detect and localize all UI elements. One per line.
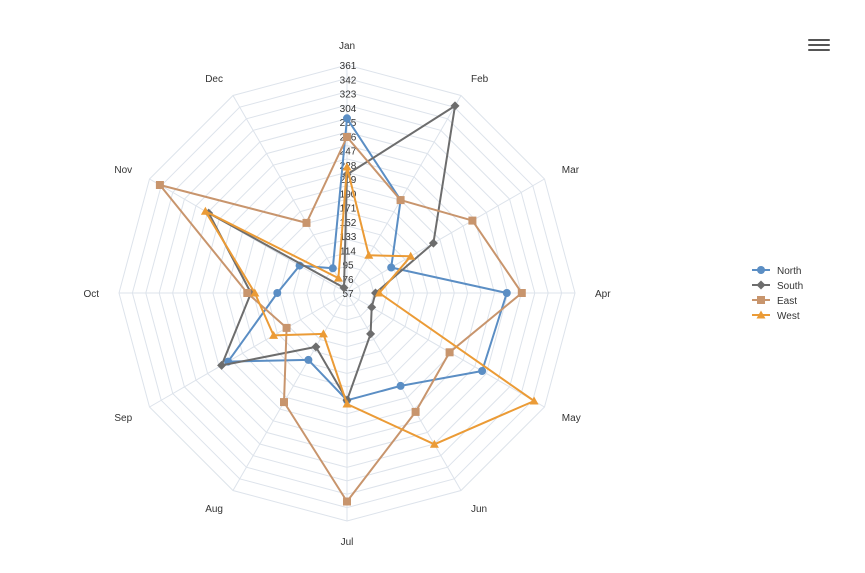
legend-label-north: North (777, 266, 801, 277)
category-label-jul: Jul (341, 537, 354, 548)
legend-marker-west[interactable] (756, 310, 766, 319)
data-point-west-nov[interactable] (200, 206, 210, 215)
radial-tick-label: 342 (340, 75, 357, 86)
data-point-west-sep[interactable] (269, 330, 279, 339)
data-point-west-oct[interactable] (250, 288, 260, 297)
grid-spoke (232, 292, 348, 491)
radial-tick-label: 57 (342, 289, 354, 300)
category-label-feb: Feb (471, 74, 489, 85)
radial-tick-label: 190 (340, 189, 357, 200)
category-labels: Jan Feb Mar Apr May Jun Jul Aug Sep Oct Nov Dec (83, 41, 611, 548)
radial-tick-label: 209 (340, 175, 357, 186)
category-label-aug: Aug (205, 504, 223, 515)
radial-tick-label: 285 (340, 118, 357, 129)
legend-label-west: West (777, 311, 800, 322)
data-point-east-apr[interactable] (517, 289, 526, 297)
category-label-jun: Jun (471, 504, 487, 515)
radial-tick-label: 133 (340, 232, 357, 243)
data-point-north-jun[interactable] (396, 381, 405, 390)
data-point-west-apr[interactable] (374, 288, 384, 297)
category-label-jan: Jan (339, 41, 355, 52)
series-east (155, 133, 526, 506)
data-point-east-jul[interactable] (343, 497, 351, 506)
data-point-north-oct[interactable] (273, 289, 282, 297)
data-point-south-mar[interactable] (428, 238, 438, 248)
data-point-south-may[interactable] (367, 302, 377, 312)
legend[interactable]: North South East West (752, 266, 803, 322)
series-west (200, 162, 539, 448)
data-point-east-oct[interactable] (243, 289, 252, 297)
data-point-west-jun[interactable] (429, 439, 439, 448)
legend-item-south[interactable]: South (752, 280, 803, 293)
data-point-north-apr[interactable] (502, 289, 511, 297)
data-point-east-aug[interactable] (280, 398, 288, 407)
data-point-west-jan[interactable] (342, 162, 352, 171)
data-point-south-jun[interactable] (366, 329, 376, 339)
data-point-south-aug[interactable] (311, 342, 321, 352)
series-layer (155, 101, 539, 506)
category-label-oct: Oct (83, 289, 99, 300)
radial-tick-label: 114 (340, 246, 356, 257)
radial-tick-label: 361 (340, 61, 357, 72)
data-point-north-aug[interactable] (304, 355, 313, 364)
radial-tick-label: 95 (342, 261, 354, 272)
legend-marker-north[interactable] (757, 266, 765, 274)
legend-label-east: East (777, 296, 797, 307)
data-point-west-may[interactable] (529, 396, 539, 405)
data-point-east-dec[interactable] (302, 218, 311, 227)
legend-item-east[interactable]: East (752, 296, 797, 307)
radial-tick-label: 304 (340, 104, 357, 115)
data-point-east-jan[interactable] (343, 133, 351, 141)
data-point-north-mar[interactable] (387, 263, 396, 272)
radial-tick-label: 247 (340, 147, 357, 158)
radial-tick-label: 171 (340, 204, 357, 215)
radial-tick-labels: 5776951141331521711902092282472662853043… (340, 61, 357, 300)
category-label-apr: Apr (595, 289, 611, 300)
data-point-east-nov[interactable] (155, 181, 164, 189)
hamburger-menu-icon[interactable] (806, 36, 832, 60)
legend-marker-east[interactable] (757, 296, 765, 304)
legend-item-north[interactable]: North (752, 266, 801, 277)
category-label-nov: Nov (114, 165, 132, 176)
grid-spoke (346, 95, 462, 294)
data-point-north-jan[interactable] (343, 114, 351, 123)
radial-tick-label: 152 (340, 218, 357, 229)
data-point-south-dec[interactable] (339, 283, 349, 293)
category-label-may: May (562, 413, 581, 424)
grid-spoke (346, 178, 545, 294)
data-point-east-may[interactable] (445, 348, 454, 357)
data-point-west-dec[interactable] (333, 273, 343, 282)
data-point-east-mar[interactable] (468, 216, 477, 225)
data-point-north-may[interactable] (478, 367, 487, 375)
data-point-south-sep[interactable] (217, 360, 227, 370)
data-point-east-sep[interactable] (282, 323, 291, 332)
grid-spoke (149, 292, 348, 408)
category-label-dec: Dec (205, 74, 223, 85)
grid-spoke (232, 95, 348, 294)
data-point-west-feb[interactable] (364, 250, 374, 259)
data-point-west-mar[interactable] (406, 251, 416, 260)
grid-spoke (346, 292, 462, 491)
radial-tick-label: 323 (340, 90, 357, 101)
legend-item-west[interactable]: West (752, 310, 800, 323)
data-point-west-jul[interactable] (342, 399, 352, 408)
category-label-mar: Mar (562, 165, 580, 176)
radial-tick-label: 76 (342, 275, 354, 286)
data-point-south-feb[interactable] (450, 101, 460, 111)
data-point-west-aug[interactable] (318, 329, 328, 338)
data-point-north-dec[interactable] (328, 264, 337, 273)
data-point-east-jun[interactable] (411, 407, 420, 416)
data-point-east-feb[interactable] (396, 196, 405, 205)
legend-marker-south[interactable] (756, 280, 766, 290)
legend-label-south: South (777, 281, 803, 292)
category-label-sep: Sep (114, 413, 132, 424)
